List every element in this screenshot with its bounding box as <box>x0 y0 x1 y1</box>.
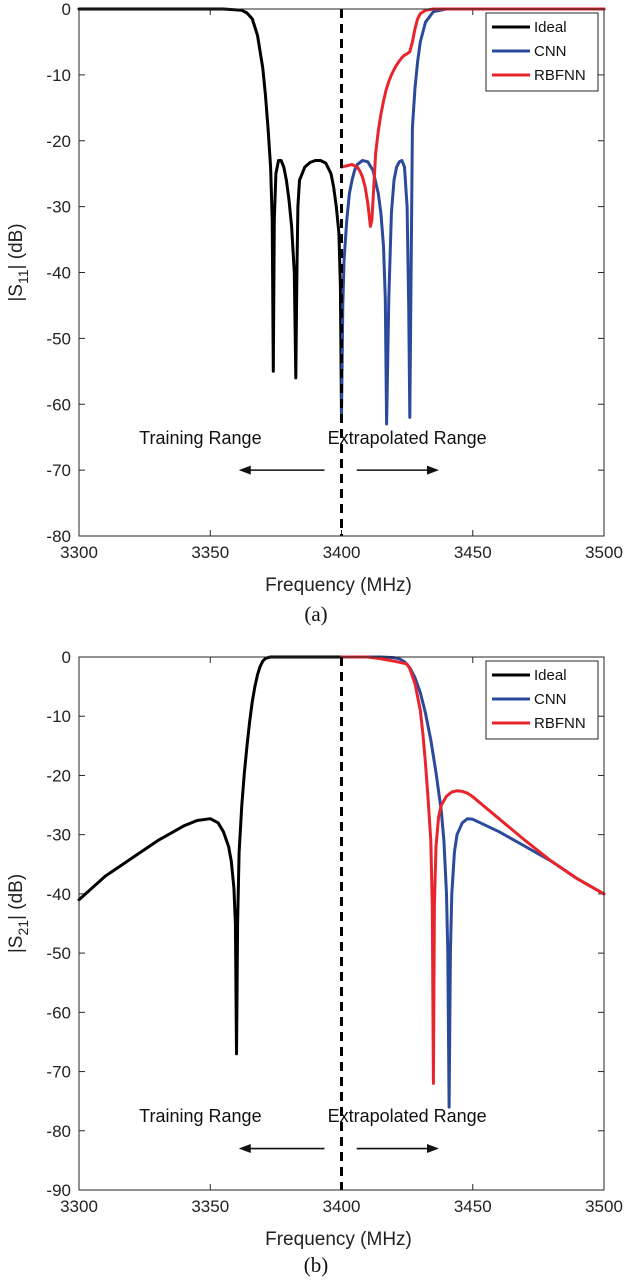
chart-a-y-label-pre: |S <box>6 284 27 302</box>
chart-a-x-tick-label-3300: 3300 <box>60 543 98 562</box>
chart-a-y-tick-label-50: -50 <box>46 329 71 348</box>
chart-b-y-tick-label-50: -50 <box>46 944 71 963</box>
chart-b: 3300 3350 3400 3450 3500 0 -10 -20 -30 -40 -50 -60… <box>6 648 623 1277</box>
chart-a-x-axis-label: Frequency (MHz) <box>265 575 412 596</box>
chart-b-series-ideal <box>77 655 343 1056</box>
chart-a-series-cnn <box>340 7 606 426</box>
chart-b-y-tick-labels: 0 -10 -20 -30 -40 -50 -60 -70 -80 -90 <box>46 648 71 1200</box>
chart-b-legend: Ideal CNN RBFNN <box>485 660 599 740</box>
chart-b-x-tick-label-3300: 3300 <box>60 1197 98 1216</box>
chart-b-x-tick-label-3350: 3350 <box>191 1197 229 1216</box>
chart-b-training-range-label: Training Range <box>139 1106 261 1126</box>
chart-a-y-tick-label-40: -40 <box>46 264 71 283</box>
chart-b-y-axis-label: |S21| (dB) <box>6 874 31 953</box>
chart-a-series-ideal <box>77 7 343 419</box>
chart-b-x-axis-label: Frequency (MHz) <box>265 1229 412 1250</box>
chart-b-range-arrows <box>238 1144 439 1154</box>
chart-b-x-tick-labels: 3300 3350 3400 3450 3500 <box>60 1197 623 1216</box>
chart-a-legend-label-rbfnn: RBFNN <box>534 67 586 84</box>
chart-a-y-tick-label-70: -70 <box>46 461 71 480</box>
chart-a-y-tick-label-60: -60 <box>46 395 71 414</box>
chart-a-legend: Ideal CNN RBFNN <box>485 12 599 92</box>
chart-b-y-tick-label-90: -90 <box>46 1181 71 1200</box>
chart-b-y-tick-label-40: -40 <box>46 885 71 904</box>
chart-b-left-arrow-head <box>238 1144 251 1154</box>
chart-a-left-arrow-head <box>238 465 251 475</box>
chart-a-x-tick-label-3500: 3500 <box>585 543 623 562</box>
chart-b-legend-label-rbfnn: RBFNN <box>534 715 586 732</box>
chart-a: 3300 3350 3400 3450 3500 0 -10 -20 -30 -40 -50 -60… <box>6 0 623 626</box>
chart-b-series <box>77 655 606 1109</box>
chart-b-caption: (b) <box>304 1253 329 1277</box>
chart-a-y-tick-label-20: -20 <box>46 132 71 151</box>
chart-a-caption: (a) <box>304 602 327 626</box>
chart-a-y-tick-label-0: 0 <box>62 0 71 19</box>
chart-b-y-tick-label-70: -70 <box>46 1063 71 1082</box>
chart-a-legend-label-ideal: Ideal <box>534 19 567 36</box>
chart-b-legend-label-ideal: Ideal <box>534 667 567 684</box>
chart-b-series-cnn <box>340 655 606 1109</box>
chart-a-legend-label-cnn: CNN <box>534 43 567 60</box>
chart-b-y-tick-label-10: -10 <box>46 707 71 726</box>
chart-a-y-tick-label-30: -30 <box>46 198 71 217</box>
chart-a-series-rbfnn <box>340 7 606 228</box>
chart-b-series-rbfnn <box>340 655 606 1085</box>
chart-b-y-tick-label-60: -60 <box>46 1003 71 1022</box>
chart-a-y-label-post: | (dB) <box>6 223 27 269</box>
chart-a-right-arrow-head <box>427 465 439 475</box>
chart-a-y-tick-label-10: -10 <box>46 66 71 85</box>
chart-b-x-tick-label-3450: 3450 <box>454 1197 492 1216</box>
chart-a-x-tick-labels: 3300 3350 3400 3450 3500 <box>60 543 623 562</box>
chart-b-y-tick-label-30: -30 <box>46 826 71 845</box>
chart-b-y-tick-label-0: 0 <box>62 648 71 667</box>
chart-a-y-axis-label: |S11| (dB) <box>6 223 31 301</box>
chart-b-y-tick-label-80: -80 <box>46 1122 71 1141</box>
chart-a-range-arrows <box>238 465 439 475</box>
chart-b-y-label-post: | (dB) <box>6 874 27 920</box>
chart-a-y-label-subscript: 11 <box>15 269 31 284</box>
chart-b-right-arrow-head <box>427 1144 439 1154</box>
chart-b-y-label-subscript: 21 <box>15 920 31 936</box>
chart-a-y-tick-label-80: -80 <box>46 527 71 546</box>
chart-b-x-tick-label-3400: 3400 <box>323 1197 361 1216</box>
chart-a-axes-frame <box>78 8 605 537</box>
chart-a-x-tick-label-3450: 3450 <box>454 543 492 562</box>
chart-a-x-tick-label-3400: 3400 <box>323 543 361 562</box>
chart-a-x-tick-label-3350: 3350 <box>191 543 229 562</box>
chart-b-extrapolated-range-label: Extrapolated Range <box>328 1106 487 1126</box>
chart-a-training-range-label: Training Range <box>139 428 261 448</box>
chart-a-series <box>77 7 606 426</box>
chart-b-axes-frame <box>78 656 605 1191</box>
chart-b-y-label-pre: |S <box>6 936 27 954</box>
chart-b-legend-label-cnn: CNN <box>534 691 567 708</box>
chart-a-extrapolated-range-label: Extrapolated Range <box>328 428 487 448</box>
chart-a-y-tick-labels: 0 -10 -20 -30 -40 -50 -60 -70 -80 <box>46 0 71 546</box>
chart-b-y-tick-label-20: -20 <box>46 766 71 785</box>
chart-b-x-tick-label-3500: 3500 <box>585 1197 623 1216</box>
